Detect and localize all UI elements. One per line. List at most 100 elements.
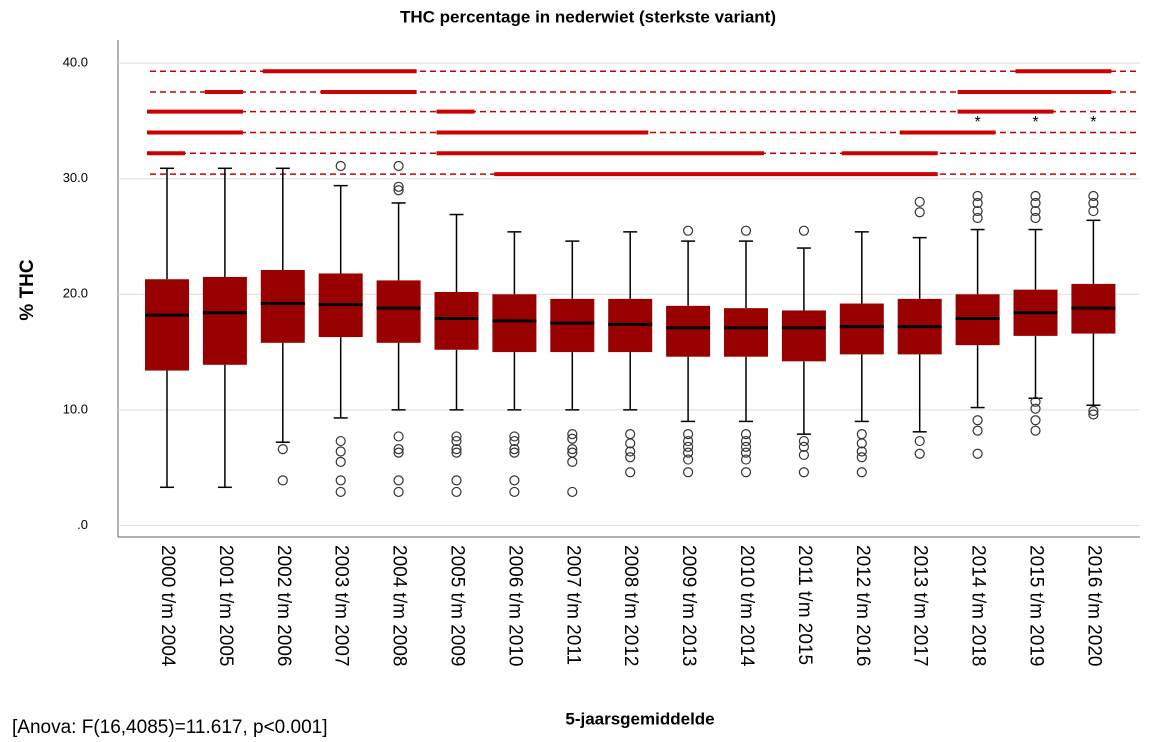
outlier — [972, 415, 983, 426]
outlier — [393, 431, 404, 442]
outlier — [1030, 212, 1041, 224]
x-tick-label: 2000 t/m 2004 — [157, 545, 178, 667]
chart-title: THC percentage in nederwiet (sterkste va… — [400, 7, 776, 26]
x-tick-label: 2010 t/m 2014 — [736, 545, 757, 667]
outlier — [856, 467, 867, 478]
x-tick-label: 2016 t/m 2020 — [1083, 545, 1104, 666]
outlier — [1088, 197, 1099, 209]
outlier — [682, 467, 694, 478]
x-tick-label: 2012 t/m 2016 — [852, 545, 873, 666]
outlier — [972, 425, 983, 436]
significance-marker: * — [974, 114, 980, 131]
outlier — [914, 448, 925, 459]
outlier — [682, 435, 694, 447]
outlier — [1030, 396, 1041, 407]
x-axis-title: 5-jaarsgemiddelde — [565, 709, 714, 728]
outlier — [856, 452, 867, 463]
box — [839, 303, 884, 355]
outlier — [972, 212, 983, 224]
outlier — [393, 181, 404, 192]
x-tick-label: 2015 t/m 2019 — [1025, 545, 1046, 666]
outlier — [335, 456, 346, 467]
outlier — [1088, 205, 1099, 217]
outlier — [509, 447, 520, 458]
box — [666, 305, 711, 357]
outlier — [567, 433, 578, 444]
significance-marker: * — [1032, 114, 1038, 131]
x-tick-label: 2002 t/m 2006 — [273, 545, 294, 666]
outlier — [625, 438, 636, 449]
y-tick-label: 10.0 — [63, 401, 88, 416]
outlier — [798, 449, 810, 461]
outlier — [451, 486, 462, 498]
outlier — [393, 160, 404, 172]
outlier — [393, 447, 404, 458]
outlier — [335, 160, 346, 172]
x-tick-label: 2007 t/m 2011 — [562, 545, 583, 665]
outlier — [509, 444, 520, 455]
outlier — [509, 435, 520, 447]
outlier — [856, 446, 867, 457]
outlier — [740, 467, 752, 478]
outlier — [972, 205, 983, 217]
outlier — [914, 435, 925, 447]
box — [492, 294, 537, 353]
outlier — [1030, 205, 1041, 217]
outlier — [567, 486, 578, 498]
outlier — [856, 438, 867, 449]
outlier — [682, 447, 694, 458]
outlier — [277, 444, 288, 455]
y-tick-label: 20.0 — [63, 286, 88, 301]
outlier — [798, 467, 810, 478]
annotation: [Anova: F(16,4085)=11.617, p<0.001] — [12, 717, 328, 738]
y-tick-label: .0 — [77, 517, 88, 532]
outlier — [1030, 190, 1041, 202]
y-tick-label: 30.0 — [63, 170, 88, 185]
outlier — [451, 444, 462, 455]
outlier — [1030, 197, 1041, 209]
outlier — [625, 429, 636, 440]
outlier — [335, 486, 346, 498]
x-tick-label: 2011 t/m 2015 — [794, 545, 815, 665]
outlier — [740, 441, 752, 452]
outlier — [509, 486, 520, 498]
outlier — [335, 446, 346, 457]
x-tick-label: 2003 t/m 2007 — [331, 545, 352, 666]
outlier — [335, 475, 346, 486]
outlier — [972, 448, 983, 459]
x-tick-label: 2009 t/m 2013 — [678, 545, 699, 666]
box — [781, 310, 826, 362]
outlier — [740, 435, 752, 447]
box — [202, 276, 247, 365]
significance-marker: * — [1090, 114, 1096, 131]
outlier — [740, 454, 752, 465]
outlier — [277, 475, 288, 486]
outlier — [1030, 415, 1041, 426]
box — [724, 308, 768, 357]
box — [434, 291, 479, 350]
outlier — [1030, 403, 1041, 414]
x-tick-label: 2014 t/m 2018 — [968, 545, 989, 666]
outlier — [393, 185, 404, 196]
outlier — [972, 197, 983, 209]
x-tick-label: 2013 t/m 2017 — [910, 545, 931, 666]
box — [376, 280, 421, 343]
outlier — [509, 475, 520, 486]
outlier — [393, 444, 404, 455]
outlier — [625, 446, 636, 457]
outlier — [393, 475, 404, 486]
x-tick-label: 2005 t/m 2009 — [446, 545, 467, 666]
outlier — [798, 435, 810, 447]
outlier — [393, 486, 404, 498]
outlier — [740, 429, 752, 440]
outlier — [335, 435, 346, 447]
outlier — [914, 207, 925, 218]
x-tick-label: 2004 t/m 2008 — [389, 545, 410, 666]
outlier — [625, 452, 636, 463]
outlier — [1088, 405, 1099, 417]
outlier — [798, 225, 810, 236]
outlier — [914, 196, 925, 207]
outlier — [451, 435, 462, 447]
outlier — [567, 456, 578, 467]
